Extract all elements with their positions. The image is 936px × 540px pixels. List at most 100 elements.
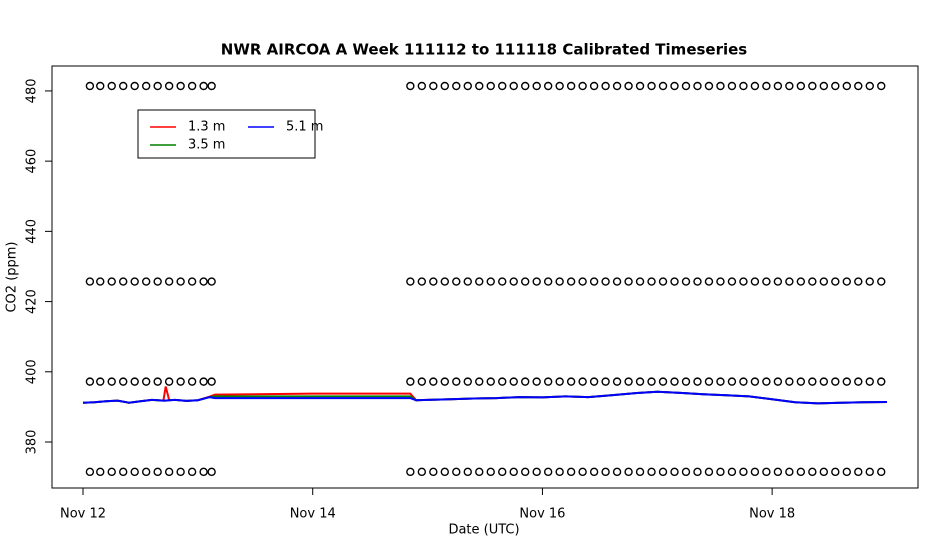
- marker: [85, 467, 95, 477]
- marker: [130, 377, 139, 386]
- marker: [704, 467, 714, 477]
- marker: [762, 377, 771, 386]
- marker: [429, 467, 438, 477]
- marker: [199, 81, 208, 91]
- marker: [762, 81, 771, 91]
- marker: [704, 277, 714, 286]
- marker: [578, 467, 587, 477]
- marker: [509, 377, 518, 386]
- marker: [417, 377, 427, 386]
- marker: [509, 81, 518, 91]
- marker: [739, 277, 748, 286]
- x-axis-label: Date (UTC): [448, 523, 519, 538]
- plot-frame: [51, 65, 919, 489]
- marker: [141, 277, 151, 286]
- marker: [854, 377, 863, 386]
- y-tick-label: 420: [25, 289, 40, 314]
- chart-title: NWR AIRCOA A Week 111112 to 111118 Calib…: [221, 41, 748, 59]
- marker: [762, 277, 771, 286]
- marker: [773, 377, 783, 386]
- marker: [693, 377, 702, 386]
- marker: [612, 467, 622, 477]
- marker: [831, 277, 840, 286]
- marker: [486, 467, 495, 477]
- marker: [681, 81, 691, 91]
- marker: [693, 81, 702, 91]
- legend-label: 1.3 m: [188, 120, 225, 135]
- marker: [532, 81, 541, 91]
- marker: [498, 277, 507, 286]
- marker: [406, 81, 415, 91]
- marker: [187, 81, 197, 91]
- marker: [486, 277, 495, 286]
- marker: [704, 377, 714, 386]
- marker: [141, 377, 151, 386]
- marker: [808, 467, 817, 477]
- y-tick-label: 400: [25, 359, 40, 384]
- marker: [727, 467, 737, 477]
- marker: [555, 467, 564, 477]
- marker: [612, 377, 622, 386]
- marker: [463, 377, 472, 386]
- marker: [635, 467, 645, 477]
- marker: [612, 277, 622, 286]
- marker: [796, 467, 806, 477]
- marker: [187, 277, 197, 286]
- y-tick-label: 460: [25, 149, 40, 174]
- marker: [498, 81, 507, 91]
- marker: [773, 467, 783, 477]
- marker: [739, 467, 748, 477]
- marker: [207, 277, 216, 286]
- marker: [566, 467, 576, 477]
- marker: [520, 277, 530, 286]
- marker: [647, 277, 656, 286]
- legend-label: 5.1 m: [286, 120, 323, 135]
- marker: [475, 467, 484, 477]
- marker: [153, 467, 162, 477]
- marker: [831, 377, 840, 386]
- legend-box: [137, 109, 316, 159]
- marker: [658, 277, 668, 286]
- marker: [164, 277, 174, 286]
- marker: [187, 377, 197, 386]
- marker: [796, 81, 806, 91]
- marker: [647, 81, 656, 91]
- marker: [865, 277, 874, 286]
- marker: [785, 277, 794, 286]
- y-tick-label: 440: [25, 219, 40, 244]
- marker: [417, 467, 427, 477]
- marker: [601, 467, 610, 477]
- marker: [624, 277, 633, 286]
- marker: [727, 81, 737, 91]
- marker: [207, 377, 216, 386]
- marker: [647, 377, 656, 386]
- marker: [877, 377, 886, 386]
- marker: [681, 277, 691, 286]
- marker: [578, 81, 587, 91]
- marker: [555, 81, 564, 91]
- marker: [153, 377, 162, 386]
- marker: [475, 377, 484, 386]
- marker: [429, 277, 438, 286]
- marker: [785, 377, 794, 386]
- marker: [785, 81, 794, 91]
- marker: [739, 377, 748, 386]
- x-tick-label: Nov 14: [290, 507, 336, 522]
- marker: [96, 81, 105, 91]
- marker: [463, 277, 472, 286]
- marker: [107, 467, 116, 477]
- marker: [164, 81, 174, 91]
- marker: [624, 467, 633, 477]
- marker: [658, 81, 668, 91]
- marker: [417, 277, 427, 286]
- marker: [417, 81, 427, 91]
- marker: [176, 81, 185, 91]
- marker: [716, 467, 725, 477]
- series-line: [82, 390, 888, 405]
- marker: [130, 81, 139, 91]
- marker: [520, 81, 530, 91]
- marker: [877, 81, 886, 91]
- marker: [681, 377, 691, 386]
- marker: [119, 377, 128, 386]
